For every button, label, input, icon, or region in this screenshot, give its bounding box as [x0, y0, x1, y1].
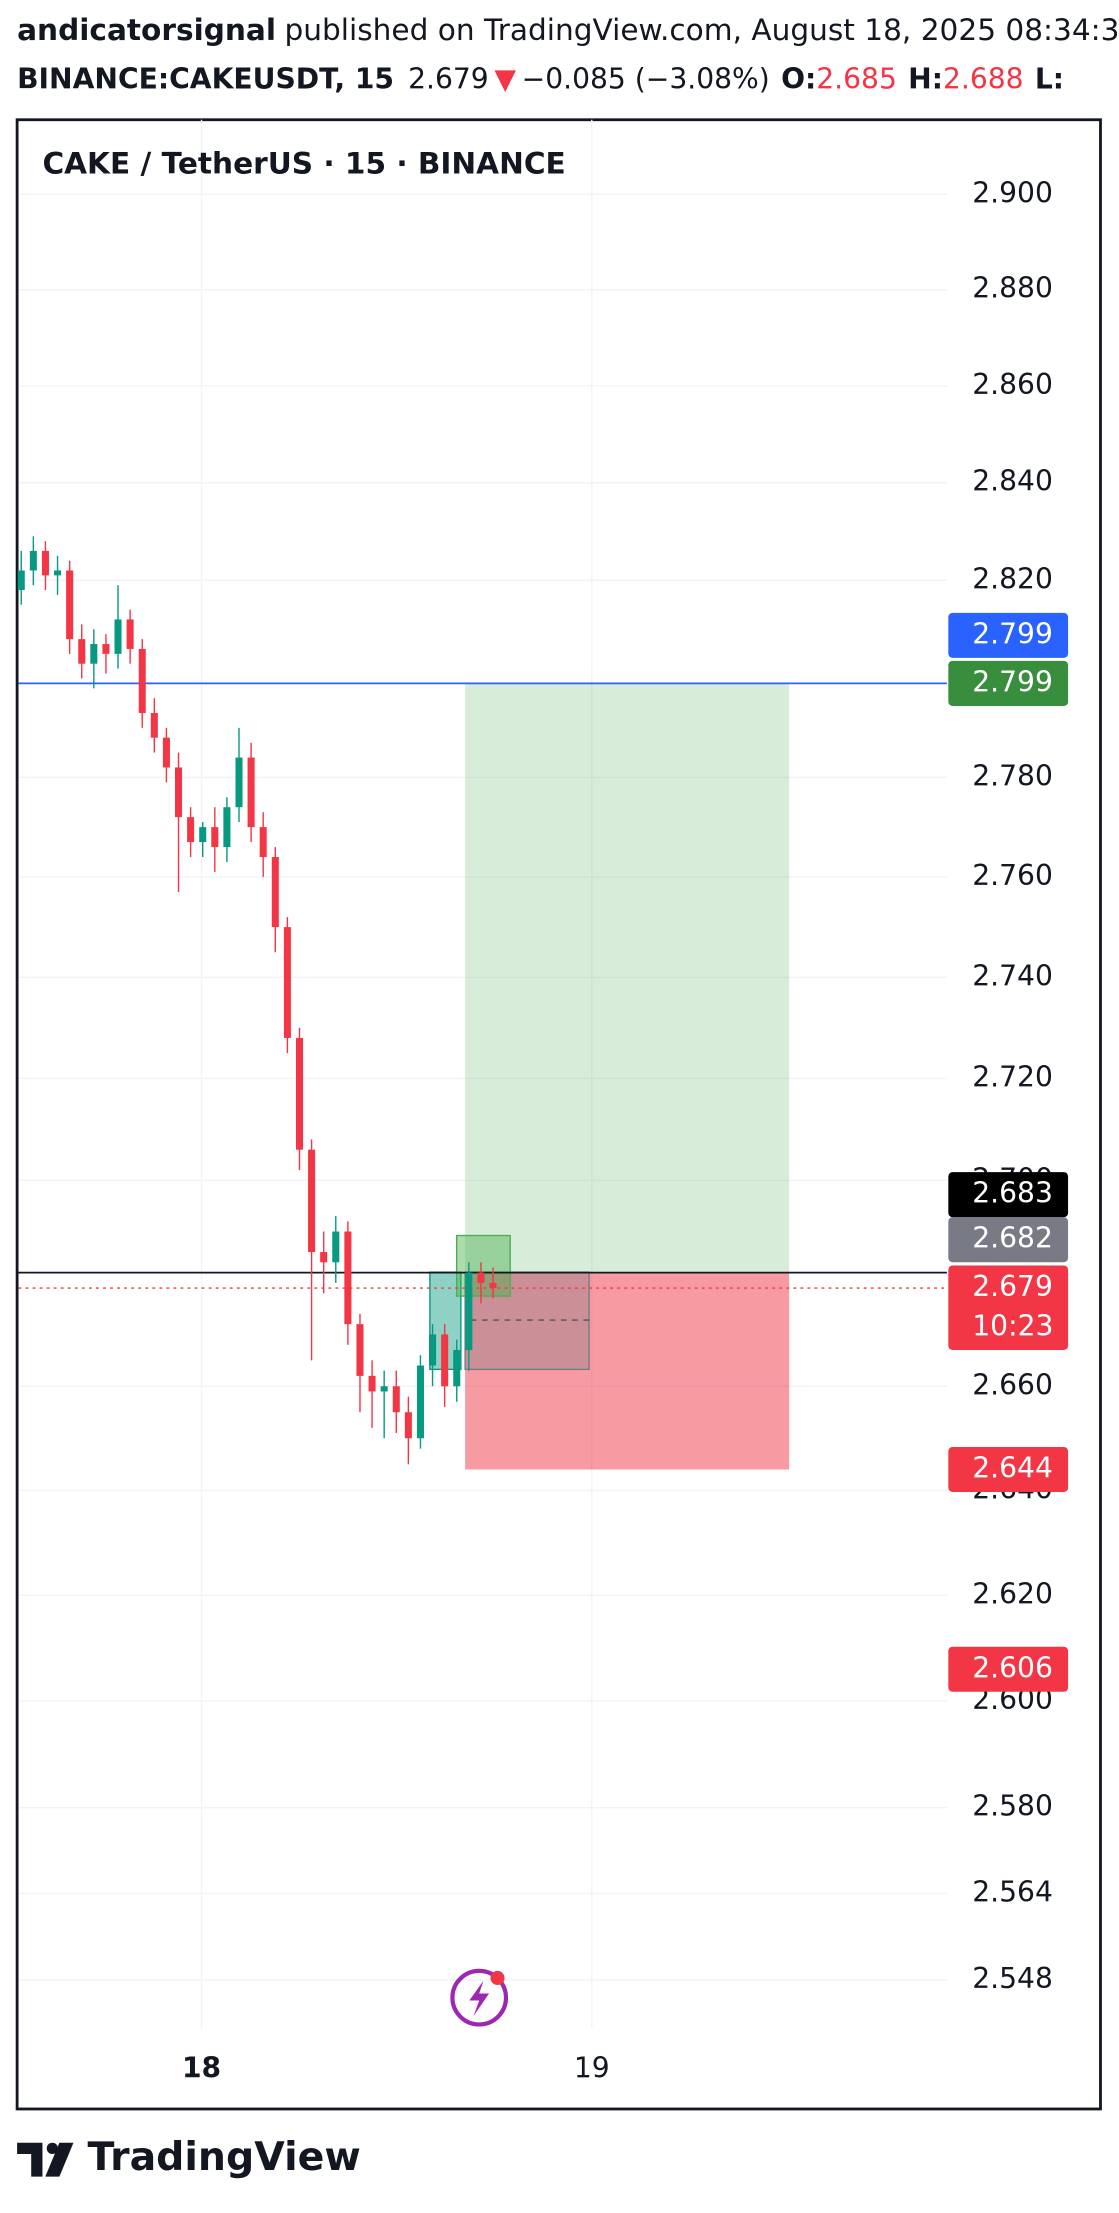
candle-body	[392, 1386, 400, 1413]
candle-body	[368, 1375, 376, 1392]
candle-body	[283, 927, 291, 1038]
candle-body	[295, 1037, 304, 1150]
y-tick-label: 2.760	[972, 859, 1053, 892]
price-badge-label: 2.606	[972, 1651, 1053, 1684]
price-badge	[948, 1265, 1069, 1351]
open-label: O:	[781, 62, 816, 95]
candle-body	[320, 1252, 328, 1263]
target-zone	[465, 683, 790, 1273]
candle-body	[114, 619, 122, 654]
high-value: 2.688	[943, 62, 1024, 95]
header-line-2: BINANCE:CAKEUSDT, 15 2.679 ▼ −0.085 (−3.08%…	[17, 62, 1064, 95]
price-badge-label: 2.799	[972, 617, 1053, 650]
x-tick-label: 18	[182, 2052, 221, 2085]
alert-icon	[450, 1968, 509, 2027]
y-tick-label: 2.820	[972, 562, 1053, 595]
candle-body	[199, 827, 207, 843]
y-tick-label: 2.564	[972, 1875, 1053, 1908]
candle-body	[247, 757, 255, 828]
candle-body	[90, 644, 98, 664]
low-label: L:	[1035, 62, 1064, 95]
open-value: 2.685	[816, 62, 897, 95]
high-label: H:	[908, 62, 943, 95]
candle-body	[187, 817, 195, 843]
chart-frame	[15, 118, 1102, 2111]
candle-body	[54, 570, 62, 576]
price-badge-label: 2.679	[972, 1270, 1053, 1303]
price-badge	[948, 1172, 1069, 1218]
candle-body	[211, 827, 219, 848]
y-tick-label: 2.900	[972, 176, 1053, 209]
price-badge	[948, 1446, 1069, 1493]
candle-body	[489, 1282, 497, 1289]
price-badge	[948, 1646, 1069, 1692]
candle-body	[259, 827, 267, 858]
change-arrow: ▼	[494, 62, 516, 95]
y-tick-label: 2.780	[972, 759, 1053, 792]
y-tick-label: 2.860	[972, 368, 1053, 401]
candle-body	[78, 639, 86, 664]
position-tool	[465, 683, 790, 1470]
candle-body	[380, 1386, 388, 1392]
grid	[18, 119, 947, 2029]
candles	[17, 536, 497, 1465]
candle-body	[66, 570, 74, 640]
candle-body	[29, 550, 37, 571]
zone-box	[455, 1234, 511, 1297]
x-tick-label: 19	[574, 2052, 610, 2085]
candle-body	[477, 1272, 485, 1283]
candle-body	[223, 807, 231, 848]
candle-body	[441, 1334, 449, 1387]
symbol: BINANCE:CAKEUSDT, 15	[17, 62, 394, 95]
published: published on TradingView.com, August 18,…	[285, 12, 1119, 46]
candle-body	[332, 1231, 340, 1263]
candle-body	[17, 570, 25, 591]
price-badge	[948, 612, 1069, 658]
candle-body	[41, 550, 49, 576]
countdown: 10:23	[972, 1309, 1053, 1342]
y-tick-label: 2.580	[972, 1790, 1053, 1823]
price-badge	[948, 1217, 1069, 1263]
candle-body	[356, 1324, 364, 1376]
candle-body	[174, 767, 183, 818]
candle-body	[344, 1231, 352, 1325]
header-line-1: andicatorsignal published on TradingView.…	[17, 12, 1119, 46]
y-tick-label: 2.740	[972, 959, 1053, 992]
candle-body	[308, 1149, 316, 1253]
y-tick-label: 2.548	[972, 1962, 1053, 1995]
stop-zone	[465, 1272, 790, 1470]
candle-body	[429, 1334, 437, 1366]
brand-logo	[17, 2142, 74, 2177]
candle-body	[162, 737, 170, 768]
y-tick-label: 2.620	[972, 1577, 1053, 1610]
chart-title: CAKE / TetherUS · 15 · BINANCE	[42, 146, 565, 180]
last-price: 2.679	[408, 62, 489, 95]
price-badge-label: 2.682	[972, 1222, 1053, 1255]
candle-body	[102, 644, 110, 654]
brand-name: TradingView	[88, 2134, 361, 2180]
y-tick-label: 2.880	[972, 272, 1053, 305]
candle-body	[453, 1349, 461, 1387]
price-badges: 2.799 2.799 2.683 2.682 2.679 10:23 2.644 2.606	[948, 612, 1069, 1692]
candle-body	[150, 713, 158, 738]
y-tick-label: 2.840	[972, 465, 1053, 498]
change: −0.085 (−3.08%)	[522, 62, 770, 95]
candle-body	[138, 648, 146, 714]
candle-body	[416, 1365, 424, 1439]
candle-body	[126, 619, 134, 649]
y-tick-label: 2.660	[972, 1368, 1053, 1401]
author: andicatorsignal	[17, 12, 276, 46]
price-badge-label: 2.644	[972, 1452, 1053, 1485]
candle-body	[404, 1412, 412, 1439]
price-badge-label: 2.799	[972, 665, 1053, 698]
candle-body	[465, 1272, 473, 1350]
candle-body	[271, 857, 279, 928]
price-badge	[948, 660, 1069, 706]
price-badge-label: 2.683	[972, 1177, 1053, 1210]
candle-body	[235, 757, 243, 808]
y-tick-label: 2.720	[972, 1060, 1053, 1093]
